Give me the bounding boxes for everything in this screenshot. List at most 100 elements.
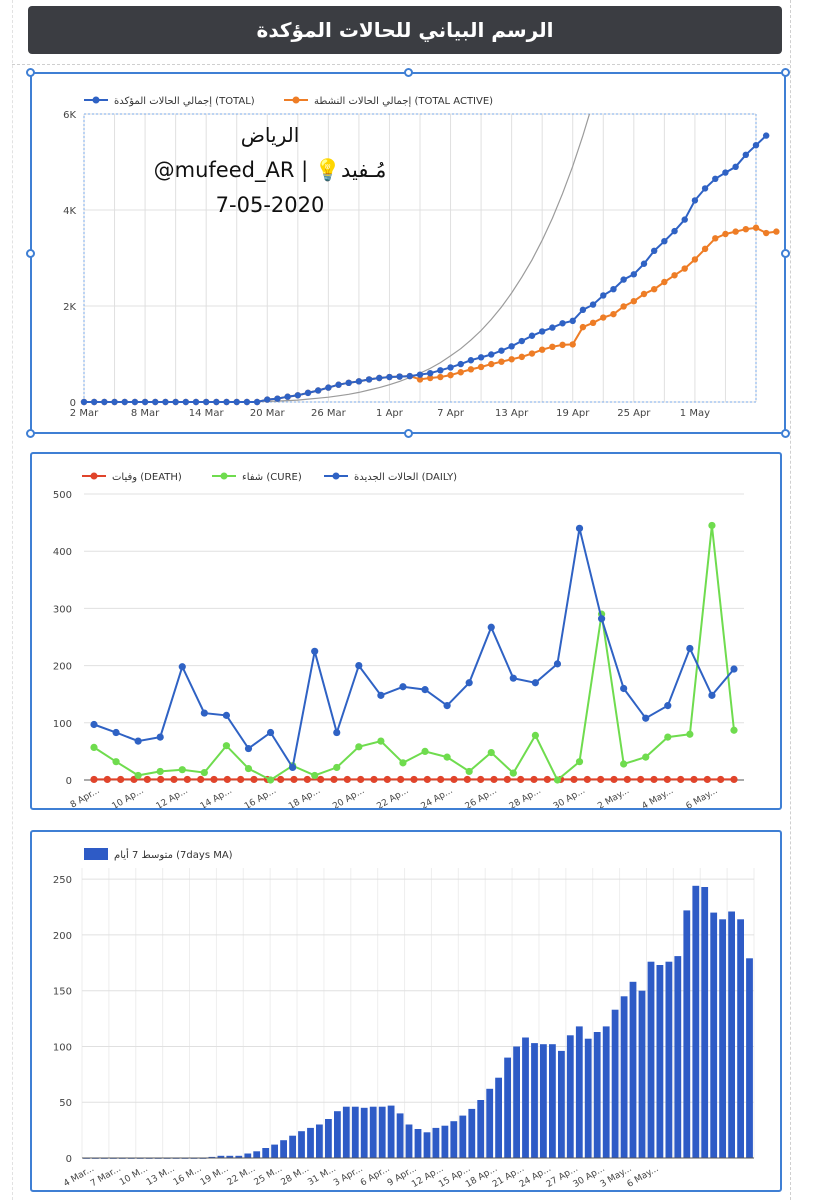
data-point — [192, 398, 200, 406]
data-point — [244, 764, 253, 773]
bar — [432, 1127, 440, 1158]
data-point — [490, 775, 498, 784]
moving-average-chart-panel[interactable]: 0 50 100 150 200 250 4 Mar... 7 Mar... 10 M... 13… — [30, 830, 782, 1192]
data-point — [589, 319, 597, 326]
resize-handle-top-right[interactable] — [781, 68, 790, 77]
data-point — [671, 272, 678, 279]
bar — [208, 1156, 216, 1158]
data-point — [752, 142, 760, 149]
data-point — [157, 775, 165, 784]
resize-handle-bottom[interactable] — [404, 429, 413, 438]
data-point — [509, 674, 517, 682]
data-point — [575, 758, 584, 766]
bar — [396, 1113, 404, 1158]
data-point — [703, 775, 711, 784]
legend-marker-dot-cure — [220, 472, 228, 480]
y-tick-label: 400 — [53, 547, 72, 558]
data-point — [383, 775, 391, 784]
data-point — [509, 769, 517, 777]
data-point — [677, 775, 685, 784]
data-point — [773, 228, 780, 235]
data-point — [399, 683, 407, 691]
data-point — [553, 776, 562, 784]
daily-chart-panel[interactable]: 0 100 200 300 400 500 8 Apr... 10 Ap... 12 Ap...… — [30, 452, 782, 810]
data-point — [101, 398, 108, 406]
bar — [593, 1032, 601, 1158]
data-point — [437, 367, 444, 374]
legend-marker-dot-total — [92, 96, 100, 104]
data-point — [274, 395, 281, 402]
bar — [549, 1044, 556, 1158]
x-tick-label: 26 Mar — [311, 408, 347, 419]
data-point — [250, 775, 258, 784]
x-tick-label: 31 M... — [306, 1164, 338, 1188]
data-point — [370, 775, 378, 784]
y-tick-label: 50 — [59, 1098, 72, 1109]
resize-handle-top-left[interactable] — [26, 68, 35, 77]
data-point — [732, 163, 739, 170]
bar — [629, 981, 637, 1158]
data-point — [583, 775, 591, 784]
data-point — [664, 702, 672, 710]
resize-handle-bottom-right[interactable] — [781, 429, 790, 438]
x-tick-label: 1 Apr — [376, 408, 404, 419]
data-point — [244, 744, 253, 753]
bar — [737, 919, 744, 1158]
data-point — [487, 748, 495, 757]
data-point — [600, 314, 607, 321]
data-point — [610, 286, 617, 293]
data-point — [661, 278, 668, 286]
x-tick-label: 28 M... — [279, 1164, 311, 1188]
data-point — [355, 662, 363, 670]
resize-handle-top[interactable] — [404, 68, 413, 77]
legend-label-daily: الحالات الجديدة (DAILY) — [354, 472, 457, 483]
bar — [271, 1144, 278, 1158]
data-point — [701, 185, 709, 192]
y-tick-label: 300 — [53, 604, 72, 615]
data-point — [396, 373, 403, 380]
data-point — [742, 151, 750, 158]
data-point — [103, 775, 111, 784]
data-point — [708, 521, 716, 530]
data-point — [447, 371, 454, 379]
plot-frame — [83, 113, 757, 403]
data-point — [671, 227, 678, 235]
data-point — [569, 317, 576, 325]
data-point — [467, 357, 475, 364]
resize-handle-right[interactable] — [781, 249, 790, 258]
x-tick-label: 7 Mar... — [89, 1164, 123, 1189]
data-point — [213, 398, 220, 406]
data-point — [640, 260, 648, 267]
data-point — [423, 775, 431, 784]
data-point — [518, 353, 526, 361]
data-point — [650, 247, 658, 254]
bar — [217, 1155, 225, 1158]
cumulative-chart-panel[interactable]: 0 2K 4K 6K 2 Mar 8 Mar 14 Mar 20 Mar 26 Mar 1 Apr… — [30, 72, 786, 434]
data-point — [650, 775, 658, 784]
data-point — [376, 374, 383, 382]
bar — [342, 1106, 350, 1158]
resize-handle-left[interactable] — [26, 249, 35, 258]
bar — [513, 1046, 520, 1158]
data-point — [243, 398, 251, 406]
bar — [647, 961, 655, 1158]
data-point — [691, 197, 699, 204]
data-point — [290, 775, 298, 784]
data-point — [717, 775, 725, 784]
data-point — [377, 691, 385, 699]
data-point — [517, 775, 525, 784]
data-point — [610, 310, 617, 318]
data-point — [134, 771, 142, 780]
data-point — [450, 775, 458, 784]
x-tick-label: 13 Apr — [495, 408, 529, 419]
data-point — [90, 743, 98, 751]
data-point — [457, 360, 464, 368]
data-point — [488, 351, 495, 358]
resize-handle-bottom-left[interactable] — [26, 429, 35, 438]
data-point — [488, 360, 495, 368]
x-tick-label: 24 Ap... — [419, 786, 454, 808]
x-tick-label: 20 Ap... — [331, 786, 366, 808]
bar — [298, 1131, 305, 1158]
cumulative-chart: 0 2K 4K 6K 2 Mar 8 Mar 14 Mar 20 Mar 26 Mar 1 Apr… — [63, 96, 780, 419]
data-point — [463, 775, 471, 784]
